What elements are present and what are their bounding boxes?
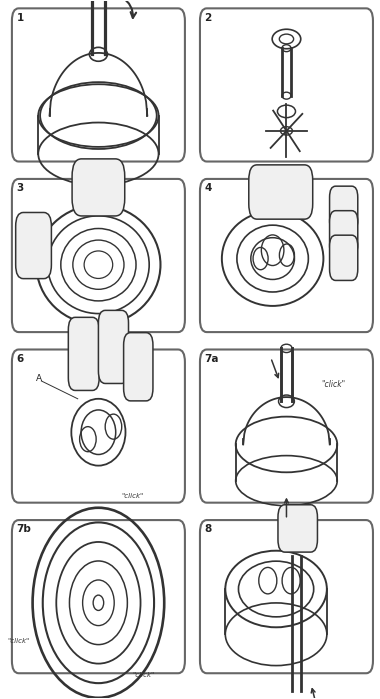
Text: 1: 1 <box>16 13 24 22</box>
FancyBboxPatch shape <box>68 317 99 391</box>
FancyArrowPatch shape <box>122 0 136 18</box>
Text: 3: 3 <box>16 183 24 193</box>
FancyBboxPatch shape <box>329 210 358 256</box>
Text: "click": "click" <box>321 380 345 389</box>
FancyBboxPatch shape <box>278 505 317 552</box>
Text: 7b: 7b <box>16 524 31 534</box>
FancyBboxPatch shape <box>329 186 358 231</box>
FancyBboxPatch shape <box>200 350 373 503</box>
FancyBboxPatch shape <box>12 8 185 161</box>
Text: 7a: 7a <box>204 354 219 363</box>
FancyBboxPatch shape <box>16 212 51 279</box>
Text: 2: 2 <box>204 13 212 22</box>
Text: "click": "click" <box>132 672 155 678</box>
FancyBboxPatch shape <box>249 165 313 219</box>
Text: "click": "click" <box>121 493 143 498</box>
Text: 4: 4 <box>204 183 212 193</box>
FancyArrowPatch shape <box>272 360 279 377</box>
Text: 6: 6 <box>16 354 24 363</box>
FancyBboxPatch shape <box>329 235 358 280</box>
FancyBboxPatch shape <box>12 179 185 332</box>
FancyBboxPatch shape <box>200 8 373 161</box>
FancyBboxPatch shape <box>200 520 373 673</box>
Text: 8: 8 <box>204 524 212 534</box>
Text: "click": "click" <box>7 638 30 644</box>
FancyBboxPatch shape <box>12 520 185 673</box>
FancyBboxPatch shape <box>12 350 185 503</box>
FancyBboxPatch shape <box>124 333 153 401</box>
FancyBboxPatch shape <box>72 159 125 216</box>
FancyBboxPatch shape <box>200 179 373 332</box>
Text: A: A <box>36 374 42 383</box>
FancyArrowPatch shape <box>311 689 317 699</box>
FancyBboxPatch shape <box>98 310 128 384</box>
FancyArrowPatch shape <box>285 499 288 517</box>
